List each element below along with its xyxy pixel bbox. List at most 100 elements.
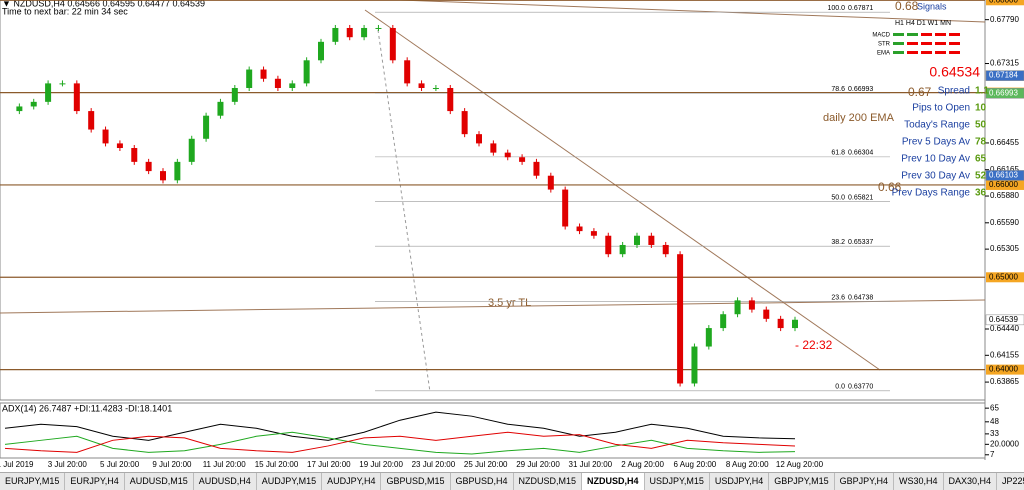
candle: [547, 175, 554, 190]
fib-ratio: 61.8: [831, 150, 845, 157]
price-tag-label: 0.66993: [989, 88, 1018, 97]
fib-price: 0.67871: [848, 5, 873, 12]
fib-ratio: 50.0: [831, 194, 845, 201]
price-tag-label: 0.66000: [989, 180, 1018, 189]
candle: [361, 27, 368, 38]
y-tick-label: 0.64440: [990, 324, 1019, 333]
timer: Time to next bar: 22 min 34 sec: [2, 6, 128, 16]
stat-name: Pips to Open: [912, 103, 970, 114]
candle: [102, 129, 109, 144]
y-tick-label: 48: [990, 417, 999, 426]
signals-title: Signals: [917, 1, 947, 11]
candle: [145, 161, 152, 172]
bid-price: 0.64534: [929, 64, 980, 80]
x-tick-label: 29 Jul 20:00: [516, 460, 560, 469]
y-tick-label: 0.63865: [990, 377, 1019, 386]
stat-value: 1.1: [975, 86, 989, 97]
tab[interactable]: NZDUSD,M15: [514, 473, 583, 490]
candle: [318, 41, 324, 61]
candle: [519, 157, 526, 162]
symbol-line: ▼ NZDUSD,H4 0.64566 0.64595 0.64477 0.64…: [2, 0, 205, 8]
tab[interactable]: JP225,Weekly: [997, 473, 1024, 490]
tab[interactable]: GBPUSD,H4: [451, 473, 514, 490]
y-tick-label: 0.65880: [990, 191, 1019, 200]
y-tick-label: 0.66165: [990, 165, 1019, 174]
tab[interactable]: WS30,H4: [894, 473, 944, 490]
tab[interactable]: AUDUSD,H4: [194, 473, 257, 490]
x-tick-label: 11 Jul 20:00: [203, 460, 247, 469]
candle: [447, 87, 454, 112]
x-tick-label: 6 Aug 20:00: [674, 460, 717, 469]
candle: [274, 78, 281, 88]
candle: [748, 300, 755, 310]
price-tag: [985, 170, 1024, 181]
price-tag-label: 0.66103: [989, 171, 1018, 180]
stat-value: 36: [975, 188, 987, 199]
fib-ratio: 78.6: [831, 86, 845, 93]
trend-line: [0, 299, 986, 314]
y-tick-label: 0.65590: [990, 218, 1019, 227]
tab[interactable]: EURJPY,M15: [0, 473, 66, 490]
tab[interactable]: GBPJPY,M15: [769, 473, 835, 490]
candle: [504, 152, 511, 158]
x-tick-label: 25 Jul 20:00: [464, 460, 508, 469]
signal-grid: [893, 33, 960, 54]
price-tag-label: 0.67184: [989, 71, 1018, 80]
candle: [634, 235, 640, 245]
fib-price: 0.66304: [848, 150, 873, 157]
tab[interactable]: AUDJPY,H4: [322, 473, 382, 490]
level-label: 0.68: [895, 0, 919, 13]
tab[interactable]: EURJPY,H4: [65, 473, 125, 490]
candle: [217, 101, 224, 116]
y-tick-label: 0.64155: [990, 350, 1019, 359]
candle: [346, 27, 353, 38]
candle: [705, 328, 712, 347]
stat-value: 78: [975, 137, 987, 148]
tab[interactable]: USDJPY,M15: [645, 473, 710, 490]
price-tag-label: 0.64539: [989, 315, 1018, 324]
tab[interactable]: USDJPY,H4: [710, 473, 770, 490]
stat-value: 50: [975, 120, 987, 131]
price-tag: [986, 364, 1024, 375]
candle: [332, 27, 339, 42]
signal-columns: H1 H4 D1 W1 MN: [895, 20, 951, 27]
tab[interactable]: AUDJPY,M15: [257, 473, 323, 490]
candle: [88, 111, 95, 130]
tab[interactable]: NZDUSD,H4: [582, 473, 645, 490]
y-tick-label: 20.0000: [990, 439, 1019, 448]
candle: [389, 27, 396, 61]
candle: [605, 235, 612, 255]
y-tick-label: 65: [990, 403, 999, 412]
candle: [260, 69, 267, 79]
tab[interactable]: GBPUSD,M15: [381, 473, 451, 490]
price-tag: [986, 0, 1024, 6]
stat-name: Today's Range: [904, 120, 970, 131]
fib-ratio: 38.2: [831, 239, 845, 246]
candle: [45, 83, 52, 102]
candle: [792, 319, 798, 329]
stat-value: 65: [975, 154, 987, 165]
fib-ratio: 23.6: [831, 294, 845, 301]
x-tick-label: 2 Aug 20:00: [621, 460, 664, 469]
tab[interactable]: DAX30,H4: [944, 473, 998, 490]
candle: [576, 226, 583, 232]
candle: [30, 101, 37, 107]
fib-ratio: 0.0: [835, 384, 845, 391]
annotation: daily 200 EMA: [823, 112, 895, 124]
candle: [648, 235, 655, 245]
candle: [720, 314, 727, 329]
x-tick-label: 12 Aug 20:00: [776, 460, 824, 469]
candle: [289, 83, 296, 88]
stat-name: Prev Days Range: [892, 188, 971, 199]
candle: [246, 69, 253, 88]
fib-price: 0.63770: [848, 384, 873, 391]
chart: ▼ NZDUSD,H4 0.64566 0.64595 0.64477 0.64…: [0, 0, 1024, 469]
candle: [131, 148, 138, 162]
price-tag: [986, 272, 1024, 283]
level-label: 0.66: [878, 180, 902, 194]
tab[interactable]: GBPJPY,H4: [835, 473, 894, 490]
price-tag-label: 0.68000: [989, 0, 1018, 4]
candle: [303, 60, 310, 84]
tab[interactable]: AUDUSD,M15: [125, 473, 194, 490]
x-tick-label: 1 Jul 2019: [0, 460, 34, 469]
